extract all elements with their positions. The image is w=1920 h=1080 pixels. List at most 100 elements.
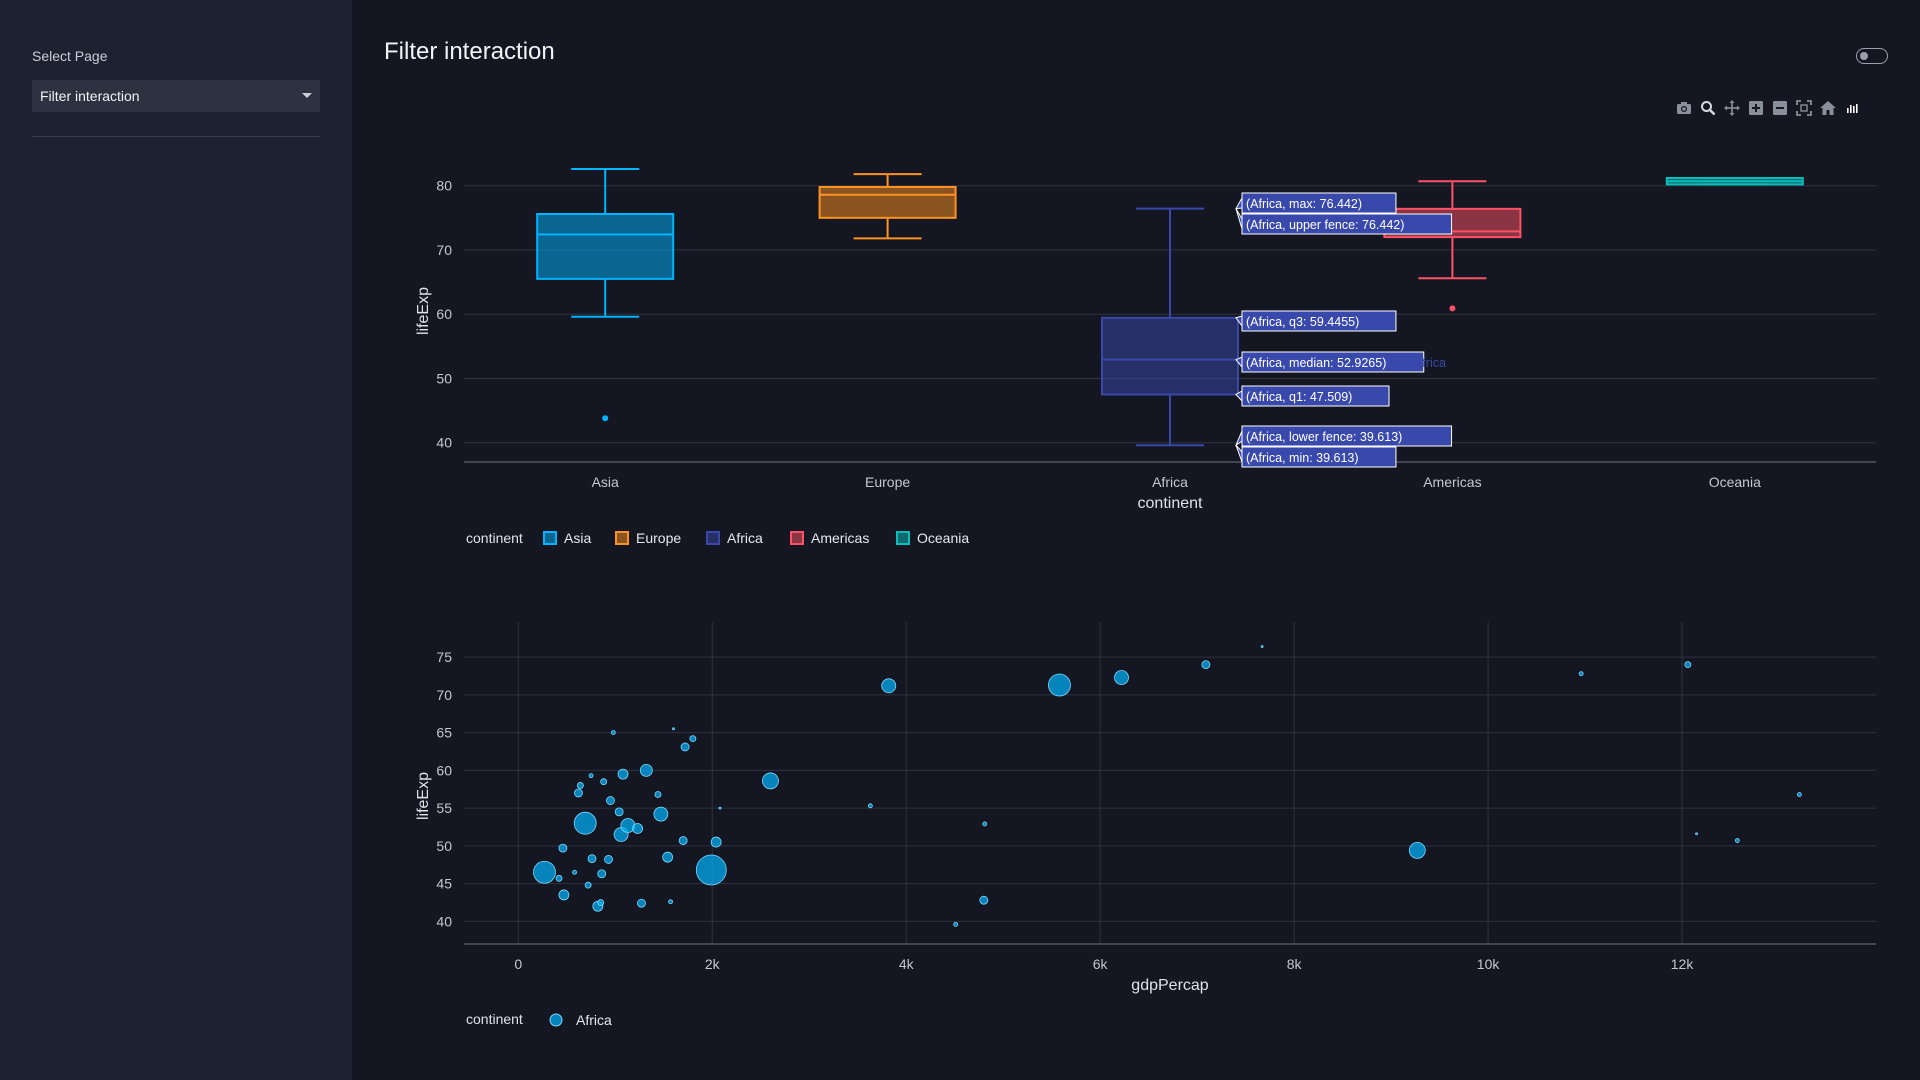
scatter-point[interactable] (576, 782, 584, 789)
scatter-point[interactable] (558, 889, 570, 901)
scatter-point[interactable] (600, 778, 608, 786)
scatter-point[interactable] (574, 788, 583, 798)
box-body[interactable] (818, 185, 957, 219)
hover-trace-label: Africa (1414, 356, 1446, 370)
hover-text: (Africa, median: 52.9265) (1246, 356, 1386, 370)
page-title: Filter interaction (384, 38, 555, 65)
hover-label: (Africa, median: 52.9265) (1235, 351, 1425, 373)
scatter-point[interactable] (668, 899, 673, 905)
legend-swatch (706, 531, 720, 545)
scatter-point[interactable] (1578, 671, 1584, 677)
scatter-point[interactable] (1408, 841, 1426, 859)
autoscale-icon[interactable] (1792, 98, 1816, 118)
zoom-icon[interactable] (1696, 98, 1720, 118)
scatter-point[interactable] (710, 836, 722, 848)
scatter-point[interactable] (653, 806, 669, 822)
legend-swatch (896, 531, 910, 545)
scatter-point[interactable] (680, 742, 690, 752)
scatter-point[interactable] (867, 803, 873, 809)
hover-label: (Africa, max: 76.442) (1235, 192, 1397, 214)
scatter-point[interactable] (555, 874, 563, 882)
theme-toggle[interactable] (1856, 48, 1888, 64)
box-europe[interactable] (818, 173, 957, 240)
x-tick-label: 0 (514, 956, 522, 972)
scatter-point[interactable] (614, 807, 624, 817)
scatter-point[interactable] (1796, 792, 1802, 797)
camera-icon[interactable] (1672, 98, 1696, 118)
legend-item-asia[interactable]: Asia (543, 530, 591, 546)
scatter-point[interactable] (953, 921, 959, 927)
scatter-chart[interactable]: 0 2k 4k 6k 8k 10k 12k 40 45 50 55 60 65 70 75 lifeExp gd… (352, 620, 1920, 1040)
scatter-point[interactable] (672, 727, 675, 731)
scatter-point[interactable] (639, 763, 653, 777)
scatter-point[interactable] (1114, 670, 1129, 685)
box-oceania[interactable] (1665, 176, 1804, 186)
hover-text: (Africa, min: 39.613) (1246, 451, 1359, 465)
scatter-point[interactable] (588, 773, 594, 779)
outlier-point[interactable] (602, 415, 609, 422)
scatter-point[interactable] (678, 836, 688, 845)
scatter-point[interactable] (695, 854, 727, 886)
scatter-point[interactable] (558, 843, 568, 853)
legend-label: Americas (811, 530, 869, 546)
scatter-point[interactable] (587, 854, 597, 864)
scatter-point[interactable] (1201, 660, 1211, 670)
reset-axes-icon[interactable] (1816, 98, 1840, 118)
scatter-point[interactable] (1695, 832, 1698, 836)
box-body[interactable] (1101, 316, 1239, 396)
x-tick-label: Americas (1423, 474, 1481, 490)
scatter-point[interactable] (979, 895, 989, 905)
zoom-out-icon[interactable] (1768, 98, 1792, 118)
legend-swatch (543, 531, 557, 545)
scatter-point[interactable] (1048, 673, 1071, 697)
scatter-point[interactable] (597, 899, 605, 906)
scatter-point[interactable] (637, 898, 646, 908)
zoom-in-icon[interactable] (1744, 98, 1768, 118)
hover-box (1241, 310, 1397, 332)
scatter-point[interactable] (632, 823, 643, 834)
x-axis-title: gdpPercap (1131, 977, 1208, 994)
scatter-point[interactable] (662, 851, 674, 863)
legend-item-africa[interactable]: Africa (706, 530, 763, 546)
hover-label: (Africa, q3: 59.4455) (1235, 310, 1397, 332)
legend-item-europe[interactable]: Europe (615, 530, 681, 546)
legend-swatch (790, 531, 804, 545)
outlier-point[interactable] (1449, 305, 1456, 312)
page-select-dropdown[interactable]: Filter interaction (32, 80, 320, 112)
scatter-point[interactable] (573, 811, 597, 835)
scatter-point[interactable] (654, 791, 662, 798)
legend-item-africa[interactable]: Africa (549, 1012, 612, 1028)
box-americas[interactable] (1383, 180, 1522, 312)
legend-label: Asia (564, 530, 591, 546)
legend-item-americas[interactable]: Americas (790, 530, 869, 546)
toggle-knob (1860, 52, 1868, 60)
box-body[interactable] (536, 212, 675, 280)
scatter-point[interactable] (1260, 645, 1264, 648)
scatter-point[interactable] (1734, 838, 1740, 843)
y-tick-label: 75 (436, 649, 452, 665)
pan-icon[interactable] (1720, 98, 1744, 118)
scatter-point[interactable] (762, 772, 779, 790)
scatter-point[interactable] (1684, 661, 1692, 669)
scatter-point[interactable] (617, 768, 629, 780)
box-chart[interactable]: 40 50 60 70 80 lifeExp continent Asia Europe Afri… (352, 0, 1920, 560)
scatter-point[interactable] (597, 869, 607, 879)
legend-swatch (615, 531, 629, 545)
box-asia[interactable] (536, 167, 675, 422)
scatter-point[interactable] (604, 855, 613, 864)
scatter-point[interactable] (718, 806, 722, 810)
box-africa[interactable] (1101, 207, 1239, 447)
hover-arrow (1235, 444, 1243, 463)
legend-item-oceania[interactable]: Oceania (896, 530, 969, 546)
scatter-point[interactable] (881, 678, 897, 694)
scatter-point[interactable] (572, 869, 577, 875)
plotly-logo-icon[interactable] (1840, 98, 1864, 118)
scatter-point[interactable] (584, 881, 592, 889)
scatter-point[interactable] (533, 860, 556, 884)
x-tick-label: Africa (1152, 474, 1188, 490)
scatter-point[interactable] (982, 821, 988, 827)
scatter-point[interactable] (606, 796, 615, 805)
scatter-point[interactable] (610, 730, 616, 735)
scatter-point[interactable] (689, 735, 697, 743)
x-tick-label: 10k (1477, 956, 1501, 972)
